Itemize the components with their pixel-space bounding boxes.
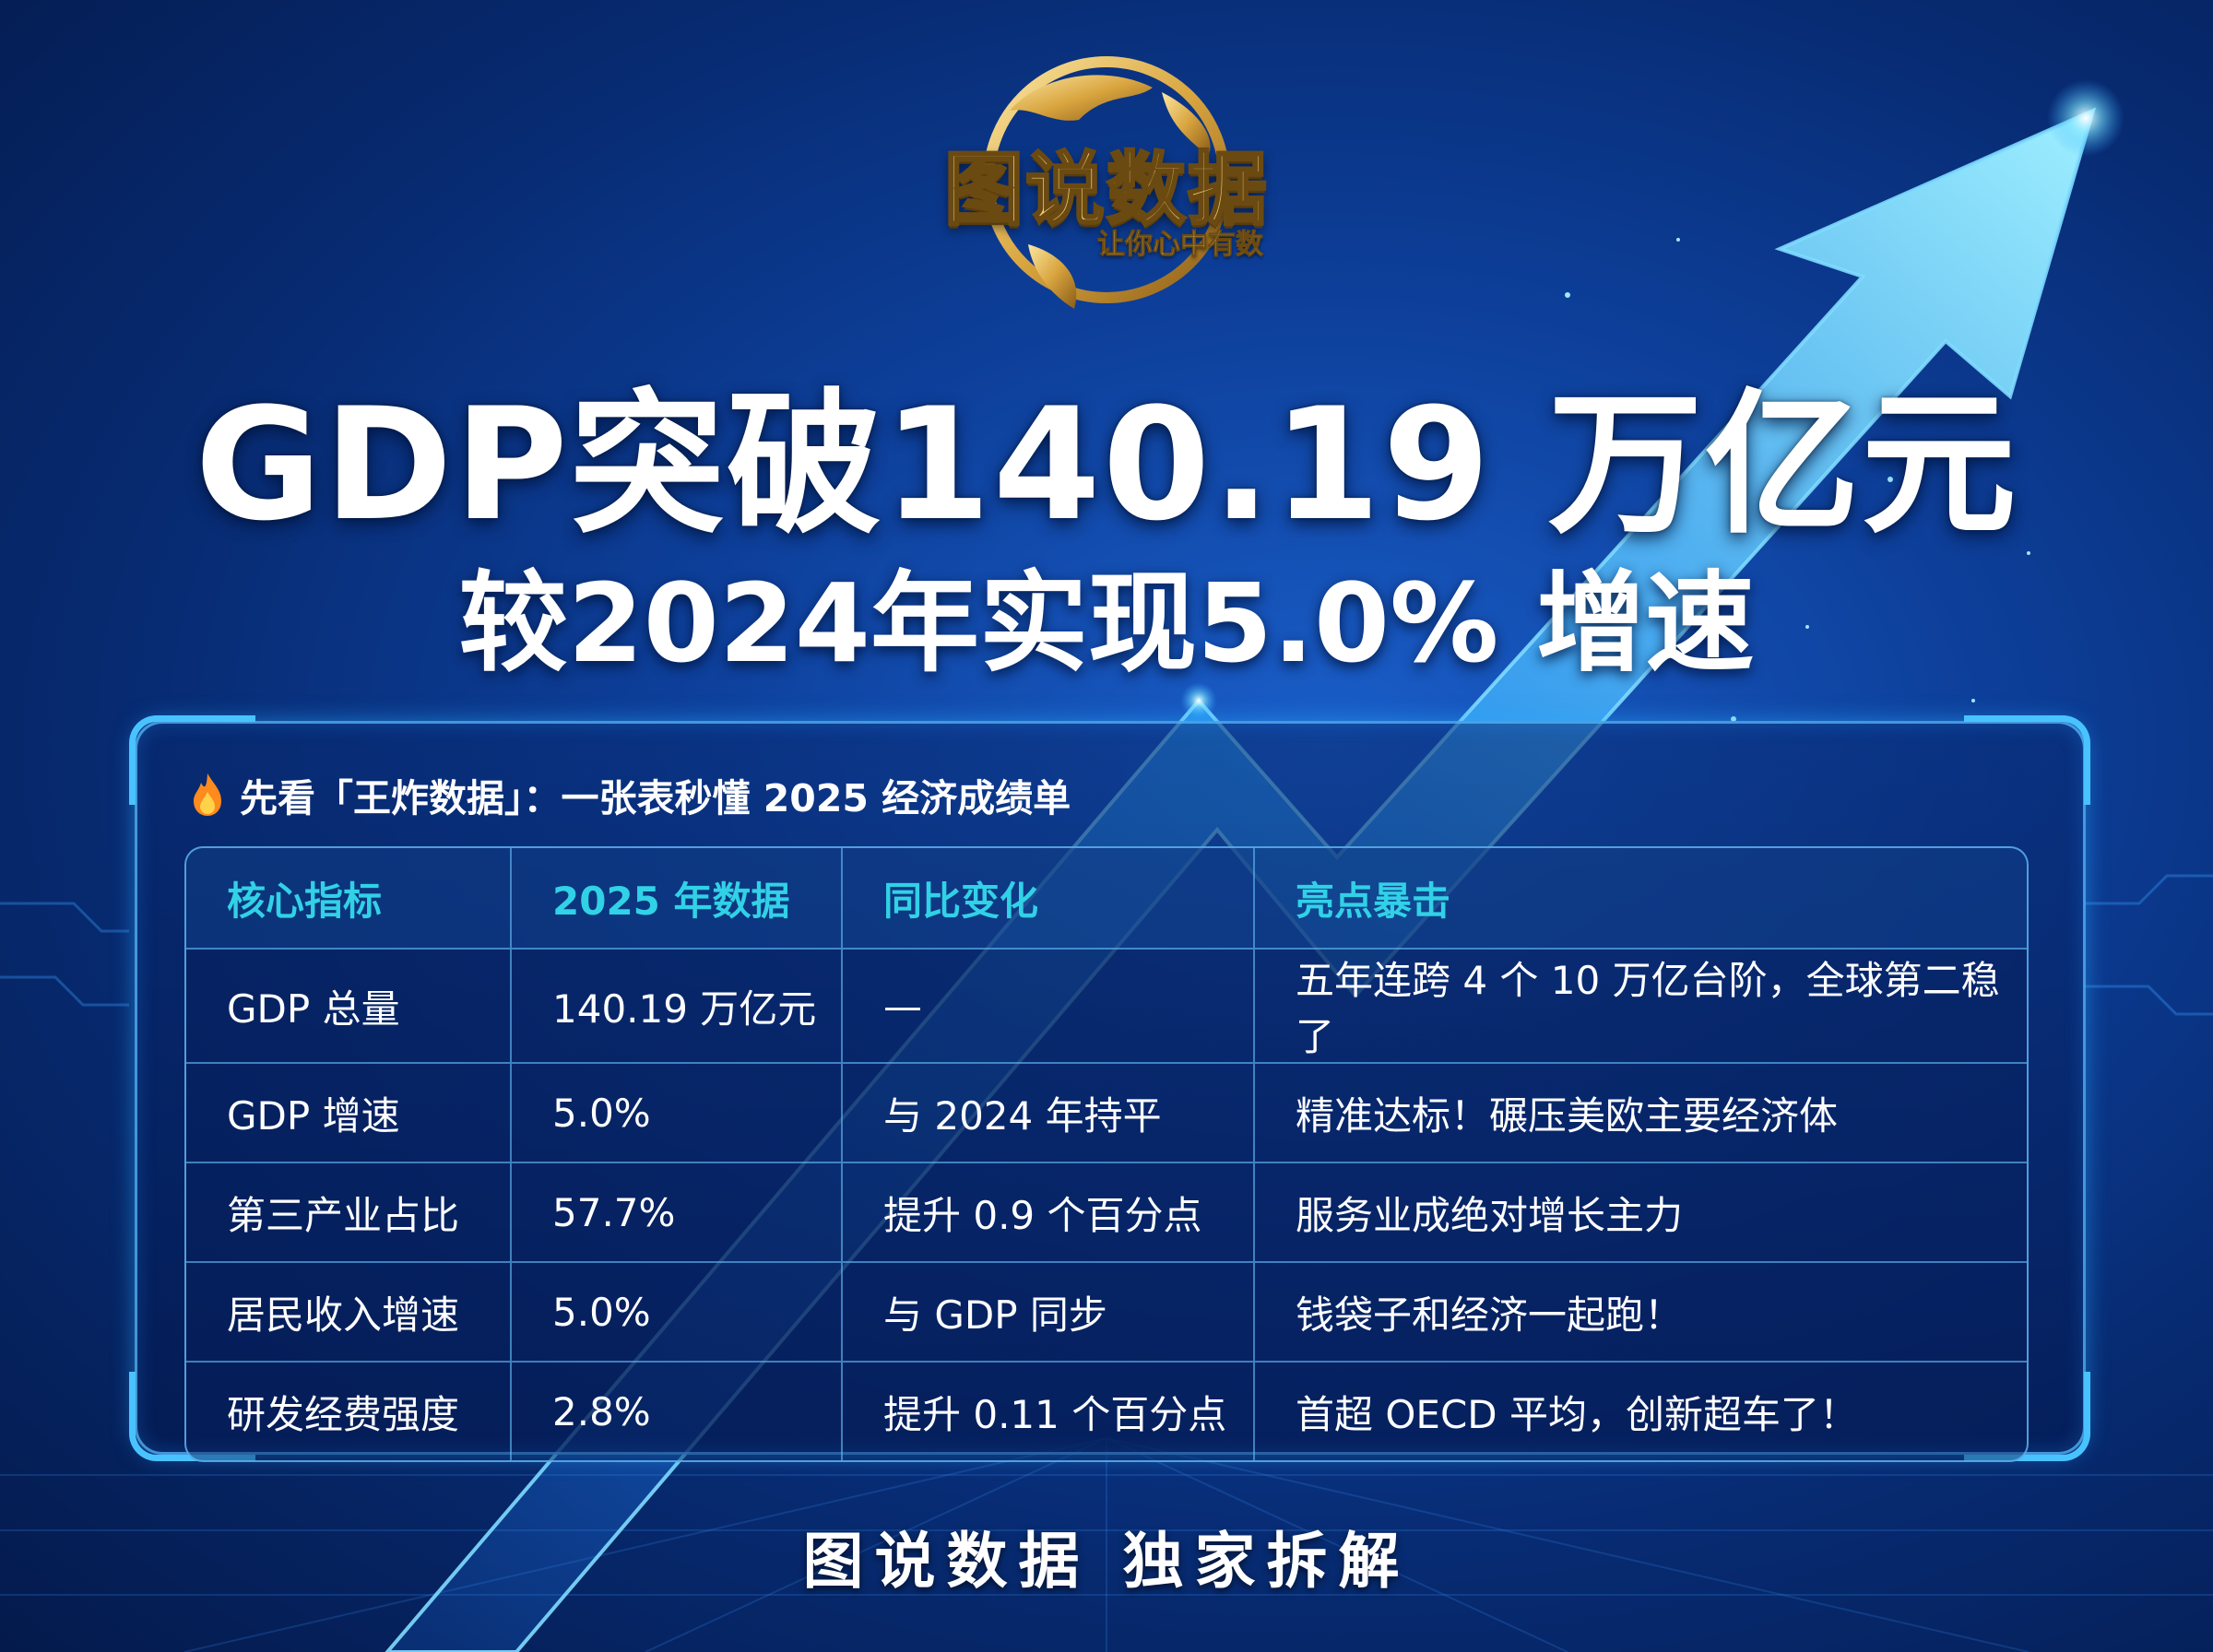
data-table: 核心指标 2025 年数据 同比变化 亮点暴击 GDP 总量 140.19 万亿… [184, 846, 2029, 1462]
logo-slogan: 让你心中有数 [1097, 229, 1264, 262]
table-cell: 140.19 万亿元 [512, 950, 843, 1064]
headline: GDP突破140.19 万亿元 [195, 374, 2018, 555]
table-header-cell: 核心指标 [186, 848, 512, 950]
table-cell: GDP 总量 [186, 950, 512, 1064]
table-cell: 钱袋子和经济一起跑！ [1255, 1263, 2027, 1363]
table-cell: 居民收入增速 [186, 1263, 512, 1363]
table-row: 研发经费强度 2.8% 提升 0.11 个百分点 首超 OECD 平均，创新超车… [186, 1363, 2027, 1460]
table-cell: 2.8% [512, 1363, 843, 1460]
panel-intro: 先看「王炸数据」：一张表秒懂 2025 经济成绩单 [190, 767, 1071, 822]
table-cell: 提升 0.9 个百分点 [843, 1163, 1255, 1263]
table-cell: 5.0% [512, 1263, 843, 1363]
table-row: 居民收入增速 5.0% 与 GDP 同步 钱袋子和经济一起跑！ [186, 1263, 2027, 1363]
flame-icon [194, 773, 221, 816]
table-cell: 精准达标！碾压美欧主要经济体 [1255, 1064, 2027, 1163]
table-header-cell: 同比变化 [843, 848, 1255, 950]
table-cell: 与 2024 年持平 [843, 1064, 1255, 1163]
table-cell: — [843, 950, 1255, 1064]
table-row: GDP 总量 140.19 万亿元 — 五年连跨 4 个 10 万亿台阶，全球第… [186, 950, 2027, 1064]
panel-corner-bottom-right [1964, 1372, 2090, 1461]
table-cell: 服务业成绝对增长主力 [1255, 1163, 2027, 1263]
panel-corner-top-right [1964, 715, 2090, 805]
table-cell: GDP 增速 [186, 1064, 512, 1163]
table-cell: 首超 OECD 平均，创新超车了！ [1296, 1391, 1858, 1437]
table-cell: 第三产业占比 [186, 1163, 512, 1263]
table-cell: 与 GDP 同步 [843, 1263, 1255, 1363]
panel-corner-top-left [129, 715, 255, 805]
table-cell: 57.7% [512, 1163, 843, 1263]
footer-caption: 图说数据 独家拆解 [802, 1526, 1411, 1597]
table-header-row: 核心指标 2025 年数据 同比变化 亮点暴击 [186, 848, 2027, 950]
table-header-cell: 2025 年数据 [512, 848, 843, 950]
data-panel [135, 721, 2086, 1455]
table-cell: 五年连跨 4 个 10 万亿台阶，全球第二稳了 [1255, 950, 2027, 1064]
globe-icon [983, 56, 1230, 309]
table-cell: 5.0% [512, 1064, 843, 1163]
panel-intro-text: 先看「王炸数据」：一张表秒懂 2025 经济成绩单 [240, 776, 1071, 820]
table-row: GDP 增速 5.0% 与 2024 年持平 精准达标！碾压美欧主要经济体 [186, 1064, 2027, 1163]
table-header-cell: 亮点暴击 [1255, 848, 2027, 950]
logo-title: 图说数据 [943, 143, 1269, 238]
table-cell: 研发经费强度 [186, 1363, 512, 1460]
subheadline: 较2024年实现5.0% 增速 [458, 560, 1755, 687]
table-row: 第三产业占比 57.7% 提升 0.9 个百分点 服务业成绝对增长主力 [186, 1163, 2027, 1263]
table-cell: 提升 0.11 个百分点 [843, 1363, 1255, 1460]
